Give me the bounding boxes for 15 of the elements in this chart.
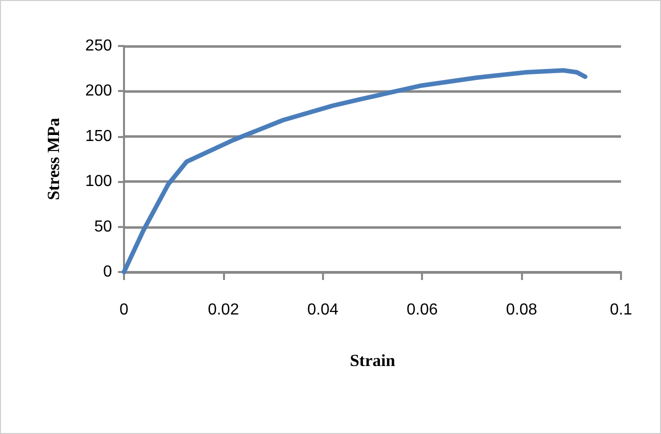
- y-tick-label: 0: [103, 264, 112, 280]
- x-tick-label: 0.1: [610, 302, 632, 318]
- line-series: [122, 68, 588, 274]
- y-axis-title: Stress MPa: [44, 117, 63, 200]
- x-tick-label: 0: [120, 302, 129, 318]
- y-tick-label: 150: [85, 128, 112, 145]
- y-tick-label: 50: [94, 218, 112, 236]
- y-tick-label: 200: [85, 82, 112, 100]
- x-tick-label: 0.02: [208, 302, 240, 318]
- x-tick-label: 0.06: [406, 302, 438, 318]
- y-tick-label: 100: [85, 173, 112, 190]
- x-tick-label: 0.04: [307, 302, 338, 318]
- x-tick-label: 0.08: [506, 302, 538, 318]
- y-tick-label: 250: [85, 38, 112, 54]
- x-axis-title: Strain: [350, 351, 396, 370]
